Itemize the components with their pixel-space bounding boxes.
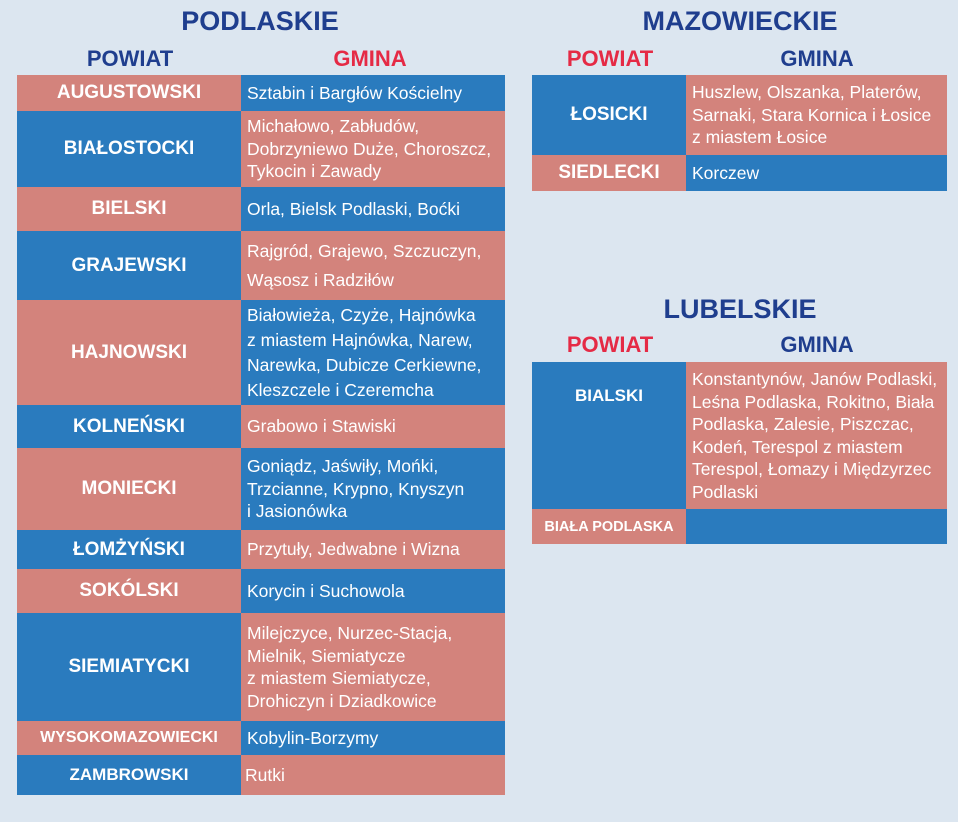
table-row: KOLNEŃSKI Grabowo i Stawiski xyxy=(17,405,505,448)
powiat-cell: ZAMBROWSKI xyxy=(17,755,241,795)
table-row: ZAMBROWSKI Rutki xyxy=(17,755,505,795)
powiat-cell: GRAJEWSKI xyxy=(17,231,241,300)
mazowieckie-title: MAZOWIECKIE xyxy=(642,6,838,36)
table-row: BIAŁOSTOCKI Michałowo, Zabłudów, Dobrzyn… xyxy=(17,111,505,187)
powiat-cell: BIAŁA PODLASKA xyxy=(532,509,686,544)
gmina-cell: Sztabin i Bargłów Kościelny xyxy=(241,75,505,111)
gmina-cell: Białowieża, Czyże, Hajnówka z miastem Ha… xyxy=(241,300,505,405)
powiat-cell: ŁOSICKI xyxy=(532,75,686,155)
lubelskie-powiat-header: POWIAT xyxy=(566,332,654,357)
gmina-cell: Michałowo, Zabłudów, Dobrzyniewo Duże, C… xyxy=(241,111,505,187)
gmina-cell: Goniądz, Jaświły, Mońki, Trzcianne, Kryp… xyxy=(241,448,505,530)
mazowieckie-gmina-header: GMINA xyxy=(780,46,854,71)
powiat-cell: MONIECKI xyxy=(17,448,241,530)
podlaskie-title: PODLASKIE xyxy=(181,6,339,36)
powiat-cell: HAJNOWSKI xyxy=(17,300,241,405)
lubelskie-title: LUBELSKIE xyxy=(663,294,817,324)
table-row: BIAŁA PODLASKA xyxy=(532,509,947,544)
powiat-cell: SIEDLECKI xyxy=(532,155,686,191)
table-row: AUGUSTOWSKI Sztabin i Bargłów Kościelny xyxy=(17,75,505,111)
powiat-cell: WYSOKOMAZOWIECKI xyxy=(17,721,241,755)
powiat-cell: SIEMIATYCKI xyxy=(17,613,241,721)
lubelskie-gmina-header: GMINA xyxy=(780,332,854,357)
table-row: ŁOMŻYŃSKI Przytuły, Jedwabne i Wizna xyxy=(17,530,505,569)
gmina-cell: Grabowo i Stawiski xyxy=(241,405,505,448)
gmina-cell xyxy=(686,509,947,544)
powiat-cell: ŁOMŻYŃSKI xyxy=(17,530,241,569)
powiat-cell: SOKÓLSKI xyxy=(17,569,241,613)
table-row: ŁOSICKI Huszlew, Olszanka, Platerów, Sar… xyxy=(532,75,947,155)
powiat-cell: BIAŁOSTOCKI xyxy=(17,111,241,187)
gmina-cell: Milejczyce, Nurzec-Stacja, Mielnik, Siem… xyxy=(241,613,505,721)
table-row: HAJNOWSKI Białowieża, Czyże, Hajnówka z … xyxy=(17,300,505,405)
gmina-cell: Orla, Bielsk Podlaski, Boćki xyxy=(241,187,505,231)
podlaskie-powiat-header: POWIAT xyxy=(86,46,174,71)
table-row: BIALSKI Konstantynów, Janów Podlaski, Le… xyxy=(532,362,947,509)
gmina-cell: Korczew xyxy=(686,155,947,191)
mazowieckie-powiat-header: POWIAT xyxy=(566,46,654,71)
table-row: SIEDLECKI Korczew xyxy=(532,155,947,191)
powiat-cell: AUGUSTOWSKI xyxy=(17,75,241,111)
table-row: SIEMIATYCKI Milejczyce, Nurzec-Stacja, M… xyxy=(17,613,505,721)
powiat-cell: BIALSKI xyxy=(532,362,686,509)
table-row: BIELSKI Orla, Bielsk Podlaski, Boćki xyxy=(17,187,505,231)
table-row: WYSOKOMAZOWIECKI Kobylin-Borzymy xyxy=(17,721,505,755)
gmina-cell: Konstantynów, Janów Podlaski, Leśna Podl… xyxy=(686,362,947,509)
gmina-cell: Huszlew, Olszanka, Platerów, Sarnaki, St… xyxy=(686,75,947,155)
gmina-cell: Kobylin-Borzymy xyxy=(241,721,505,755)
powiat-cell: KOLNEŃSKI xyxy=(17,405,241,448)
table-row: SOKÓLSKI Korycin i Suchowola xyxy=(17,569,505,613)
gmina-cell: Przytuły, Jedwabne i Wizna xyxy=(241,530,505,569)
gmina-cell: Rajgród, Grajewo, Szczuczyn, Wąsosz i Ra… xyxy=(241,231,505,300)
gmina-cell: Korycin i Suchowola xyxy=(241,569,505,613)
table-row: GRAJEWSKI Rajgród, Grajewo, Szczuczyn, W… xyxy=(17,231,505,300)
gmina-cell: Rutki xyxy=(241,755,505,795)
table-row: MONIECKI Goniądz, Jaświły, Mońki, Trzcia… xyxy=(17,448,505,530)
podlaskie-gmina-header: GMINA xyxy=(333,46,407,71)
powiat-cell: BIELSKI xyxy=(17,187,241,231)
